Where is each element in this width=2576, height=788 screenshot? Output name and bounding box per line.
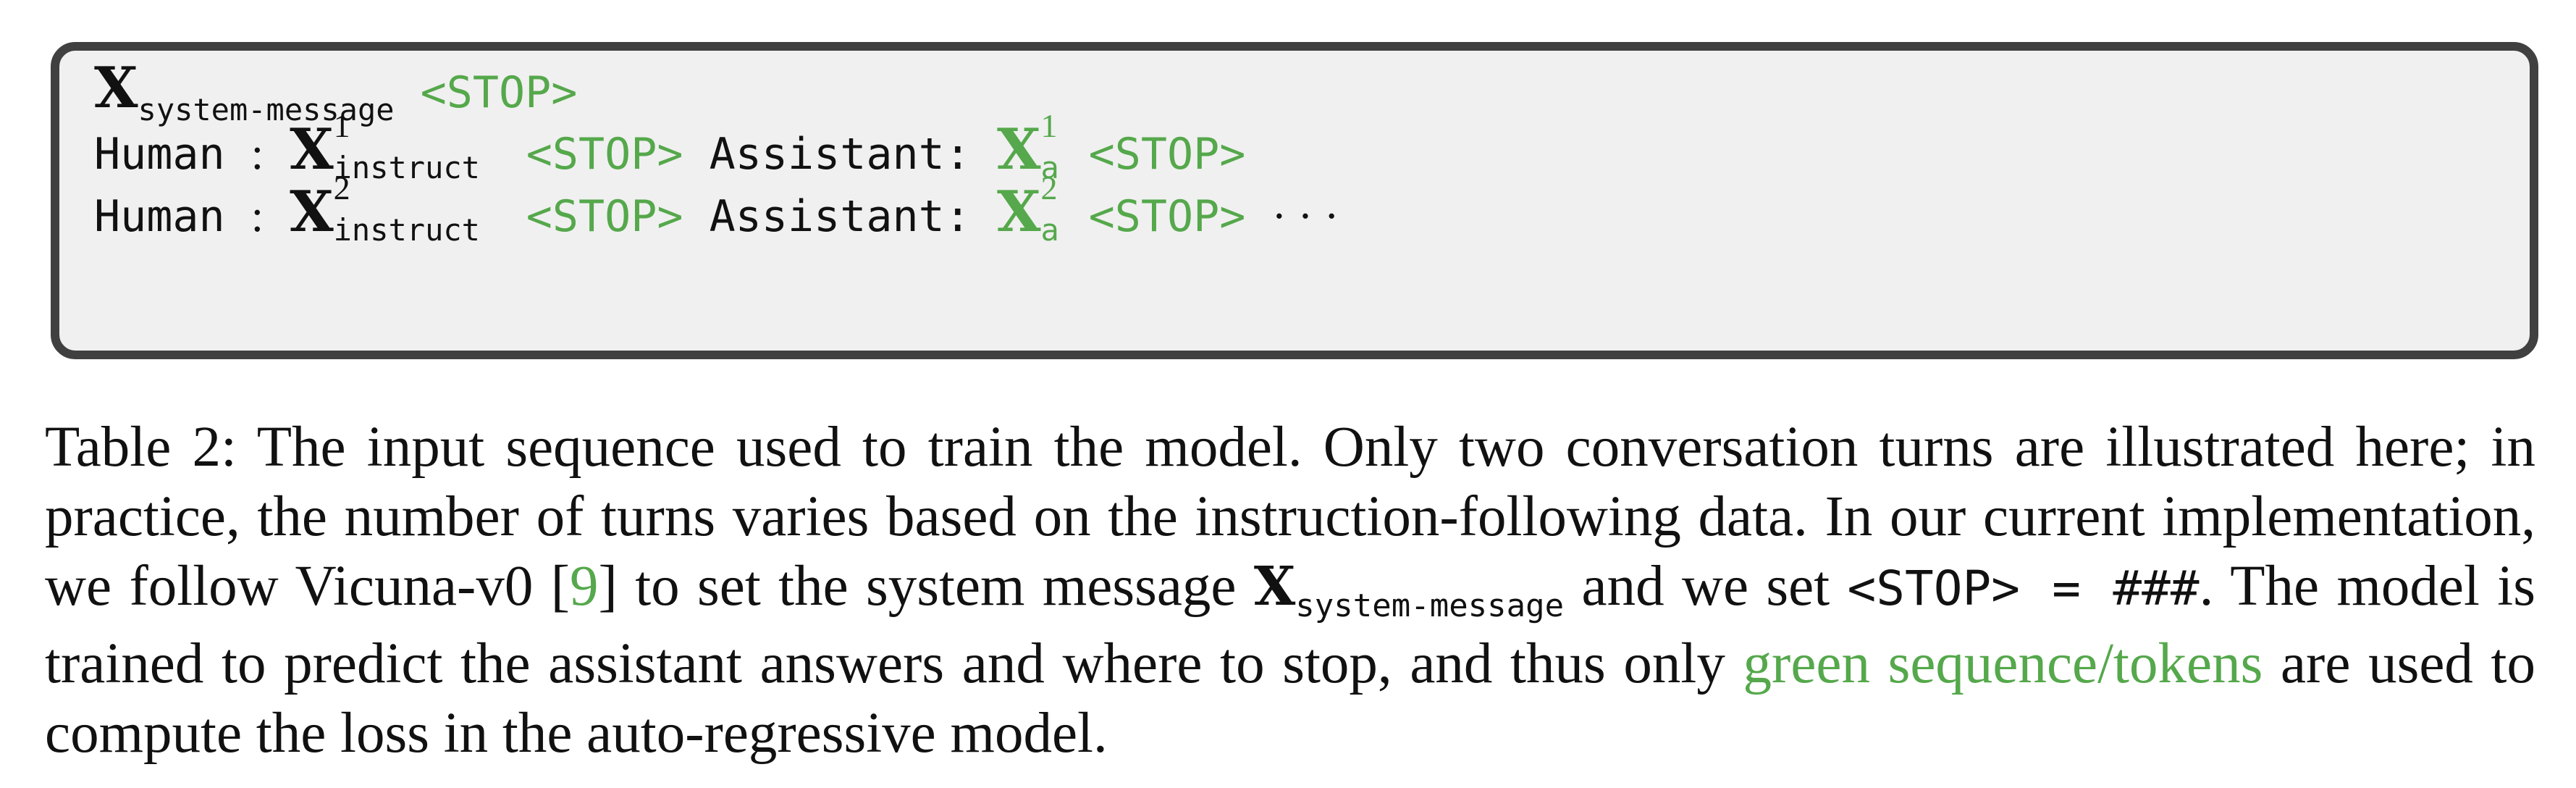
caption-x-symbol: X [1253, 556, 1296, 618]
caption-text-1: Table 2: The input sequence used to trai… [45, 416, 2535, 618]
citation-link[interactable]: 9 [570, 555, 599, 618]
x-answer-superscript: 2 [1040, 169, 1058, 206]
x-system-subscript: system-message [138, 92, 395, 127]
human-label: Human [94, 191, 225, 242]
x-instruct-subscript: instruct [333, 150, 480, 185]
x-answer-superscript: 1 [1040, 107, 1058, 144]
stop-token: <STOP> [526, 191, 683, 242]
stop-token: <STOP> [420, 67, 578, 118]
caption-green-text: green sequence/tokens [1743, 632, 2263, 695]
sequence-line-system: Xsystem-message <STOP> [94, 60, 578, 128]
caption-x-subscript: system-message [1295, 587, 1565, 624]
ellipsis: · · · [1271, 192, 1339, 241]
caption-text-5: are used to compute the loss in the auto… [45, 632, 2535, 765]
x-answer-subscript: a [1040, 150, 1059, 185]
caption-text-2: ] to set the system message [598, 555, 1254, 618]
colon: : [251, 130, 264, 179]
caption-stop-code: <STOP> = ### [1847, 561, 2200, 616]
assistant-label: Assistant: [709, 129, 971, 180]
x-instruct-symbol: X [290, 117, 334, 183]
colon: : [251, 192, 264, 241]
stop-token: <STOP> [526, 129, 683, 180]
stop-token: <STOP> [1088, 191, 1246, 242]
x-instruct-indices: 2 instruct [334, 172, 500, 246]
x-system-symbol: X [94, 55, 138, 121]
sequence-box [51, 42, 2538, 359]
caption-text-3: and we set [1564, 555, 1848, 618]
x-instruct-subscript: instruct [333, 212, 480, 248]
human-label: Human [94, 129, 225, 180]
table-caption: Table 2: The input sequence used to trai… [45, 413, 2535, 768]
x-instruct-indices: 1 instruct [334, 109, 500, 183]
assistant-label: Assistant: [709, 191, 971, 242]
x-answer-subscript: a [1040, 212, 1059, 248]
caption-text-4: . The model is trained to predict the as… [45, 555, 2536, 695]
x-answer-symbol: X [997, 117, 1041, 183]
stop-token: <STOP> [1088, 129, 1246, 180]
x-answer-symbol: X [997, 179, 1041, 245]
x-instruct-superscript: 2 [333, 169, 350, 206]
x-instruct-superscript: 1 [333, 107, 350, 144]
x-instruct-symbol: X [290, 179, 334, 245]
